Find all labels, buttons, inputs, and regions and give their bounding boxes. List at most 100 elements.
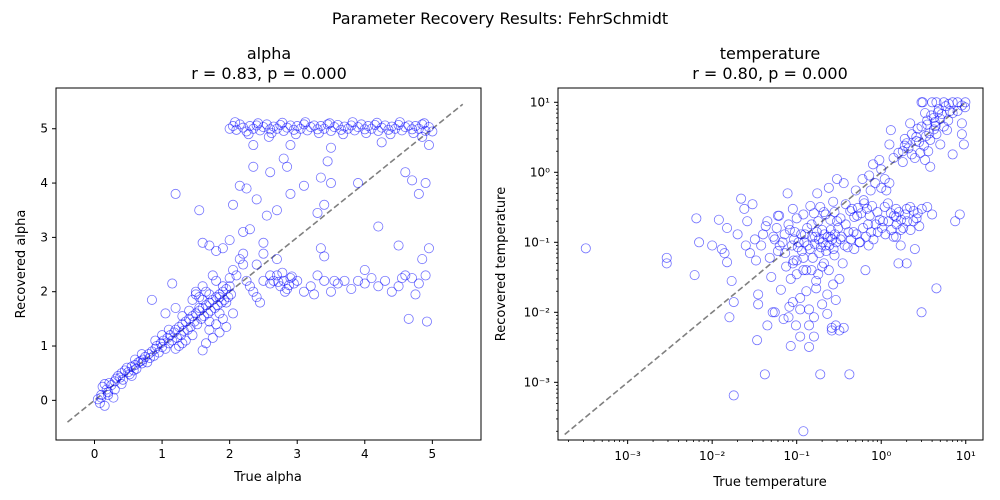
alpha-point: [396, 125, 407, 136]
alpha-point: [278, 125, 289, 136]
alpha-point: [400, 167, 411, 178]
temperature-point: [886, 224, 897, 235]
temperature-point: [860, 265, 871, 276]
temperature-point: [783, 312, 794, 323]
temperature-point: [818, 258, 829, 269]
alpha-point: [290, 129, 301, 140]
temperature-point: [751, 255, 762, 266]
temperature-point: [814, 248, 825, 259]
alpha-point: [170, 302, 181, 313]
alpha-point: [265, 270, 276, 281]
temperature-point: [782, 188, 793, 199]
temperature-point: [795, 304, 806, 315]
alpha-point: [288, 124, 299, 135]
temperature-point: [867, 201, 878, 212]
temperature-point: [925, 134, 936, 145]
alpha-point: [339, 275, 350, 286]
temperature-subtitle: r = 0.80, p = 0.000: [692, 64, 848, 83]
temperature-point: [744, 248, 755, 259]
alpha-point: [386, 121, 397, 132]
temperature-point: [908, 216, 919, 227]
temperature-point: [834, 273, 845, 284]
alpha-point: [200, 286, 211, 297]
alpha-point: [263, 131, 274, 142]
alpha-point: [315, 172, 326, 183]
alpha-point: [273, 276, 284, 287]
temperature-point: [799, 229, 810, 240]
temperature-point: [921, 130, 932, 141]
temperature-point: [724, 312, 735, 323]
temperature-point: [960, 97, 971, 108]
alpha-point: [265, 278, 276, 289]
alpha-ytick-label: 3: [40, 230, 48, 244]
alpha-point: [108, 392, 119, 403]
alpha-point: [126, 370, 137, 381]
alpha-point: [319, 275, 330, 286]
temperature-point: [838, 322, 849, 333]
temperature-point: [897, 157, 908, 168]
alpha-point: [109, 384, 120, 395]
temperature-point: [830, 320, 841, 331]
temperature-point: [925, 161, 936, 172]
temperature-point: [791, 269, 802, 280]
temperature-point: [956, 100, 967, 111]
temperature-point: [868, 234, 879, 245]
alpha-point: [115, 372, 126, 383]
temperature-point: [719, 248, 730, 259]
alpha-point: [380, 275, 391, 286]
temperature-point: [941, 125, 952, 136]
alpha-point: [238, 248, 249, 259]
alpha-title: alpha: [247, 44, 291, 63]
chart-temperature: temperature r = 0.80, p = 0.000 10⁻³ 10⁻²…: [494, 44, 984, 490]
alpha-point: [251, 292, 262, 303]
alpha-point: [271, 205, 282, 216]
temperature-point: [808, 208, 819, 219]
temperature-point: [858, 223, 869, 234]
alpha-point: [130, 354, 141, 365]
alpha-subtitle: r = 0.83, p = 0.000: [191, 64, 347, 83]
temperature-point: [950, 216, 961, 227]
alpha-point: [353, 275, 364, 286]
alpha-point: [248, 140, 259, 151]
temperature-point: [722, 257, 733, 268]
alpha-point: [211, 275, 222, 286]
temperature-point: [815, 369, 826, 380]
alpha-point: [385, 129, 396, 140]
temperature-point: [912, 208, 923, 219]
alpha-point: [423, 243, 434, 254]
temperature-point: [661, 258, 672, 269]
temperature-point: [798, 426, 809, 437]
temperature-point: [804, 244, 815, 255]
temperature-point: [881, 185, 892, 196]
alpha-point: [325, 178, 336, 189]
alpha-point: [346, 283, 357, 294]
temperature-point: [769, 307, 780, 318]
temperature-plot-area: [564, 97, 971, 437]
alpha-point: [423, 140, 434, 151]
temperature-point: [833, 223, 844, 234]
temperature-point: [835, 213, 846, 224]
temperature-point: [753, 289, 764, 300]
alpha-point: [376, 137, 387, 148]
temperature-point: [775, 284, 786, 295]
alpha-point: [173, 341, 184, 352]
temperature-point: [813, 234, 824, 245]
temperature-point: [902, 216, 913, 227]
temperature-point: [823, 182, 834, 193]
temperature-xlabel: True temperature: [712, 475, 826, 490]
alpha-point: [332, 119, 343, 130]
temperature-point: [783, 219, 794, 230]
alpha-point: [251, 194, 262, 205]
temperature-ytick-label: 10⁻¹: [524, 235, 551, 249]
temperature-point: [936, 109, 947, 120]
temperature-point: [844, 369, 855, 380]
alpha-point: [234, 254, 245, 265]
alpha-point: [216, 297, 227, 308]
alpha-point: [396, 273, 407, 284]
alpha-point: [204, 240, 215, 251]
alpha-point: [207, 332, 218, 343]
alpha-point: [190, 289, 201, 300]
alpha-point: [268, 121, 279, 132]
temperature-xtick-label: 10⁻³: [614, 449, 641, 463]
temperature-point: [906, 129, 917, 140]
